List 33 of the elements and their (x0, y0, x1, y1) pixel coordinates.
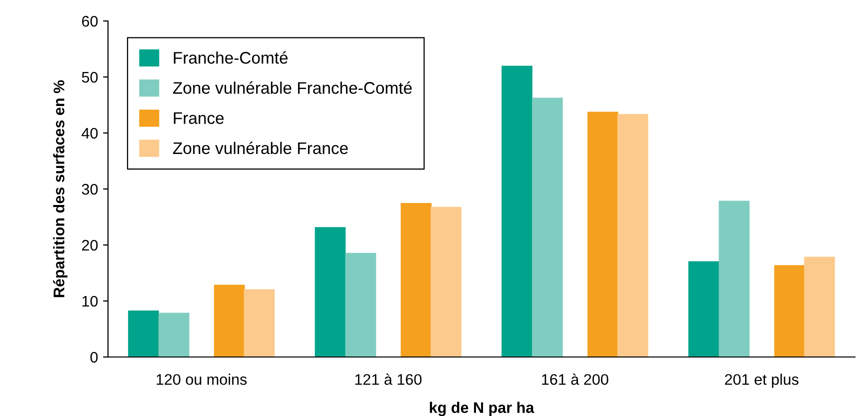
bar (587, 112, 618, 357)
bar (214, 284, 245, 357)
y-tick-label: 0 (90, 352, 98, 363)
y-tick-label: 60 (82, 16, 98, 27)
y-axis-title: Répartition des surfaces en % (53, 80, 68, 298)
x-tick-label: 120 ou moins (156, 374, 247, 385)
bar (718, 200, 750, 357)
x-tick-label: 161 à 200 (542, 373, 608, 385)
bar (430, 206, 462, 357)
bar (345, 252, 376, 357)
bar (128, 310, 159, 357)
bar (617, 114, 648, 357)
legend-label: Zone vulnérable France (173, 142, 348, 154)
bar (314, 227, 346, 357)
bar (400, 203, 432, 357)
x-axis-title: kg de N par ha (430, 402, 534, 416)
bar (158, 312, 190, 357)
bar (532, 98, 563, 357)
y-tick-label: 40 (82, 128, 98, 139)
y-tick-label: 20 (82, 240, 98, 251)
legend-label: Franche-Comté (174, 51, 288, 64)
bar (774, 265, 806, 357)
y-tick-label: 30 (82, 184, 98, 195)
y-tick-label: 50 (82, 72, 98, 83)
bar (804, 256, 835, 357)
bar (244, 289, 275, 357)
x-tick-label: 201 et plus (725, 374, 798, 388)
legend-label: Zone vulnérable Franche-Comté (173, 81, 412, 94)
y-tick-label: 10 (82, 296, 98, 307)
legend-label: France (174, 112, 224, 124)
x-tick-label: 121 à 160 (355, 373, 422, 385)
bar (502, 66, 532, 357)
bar (688, 261, 720, 357)
